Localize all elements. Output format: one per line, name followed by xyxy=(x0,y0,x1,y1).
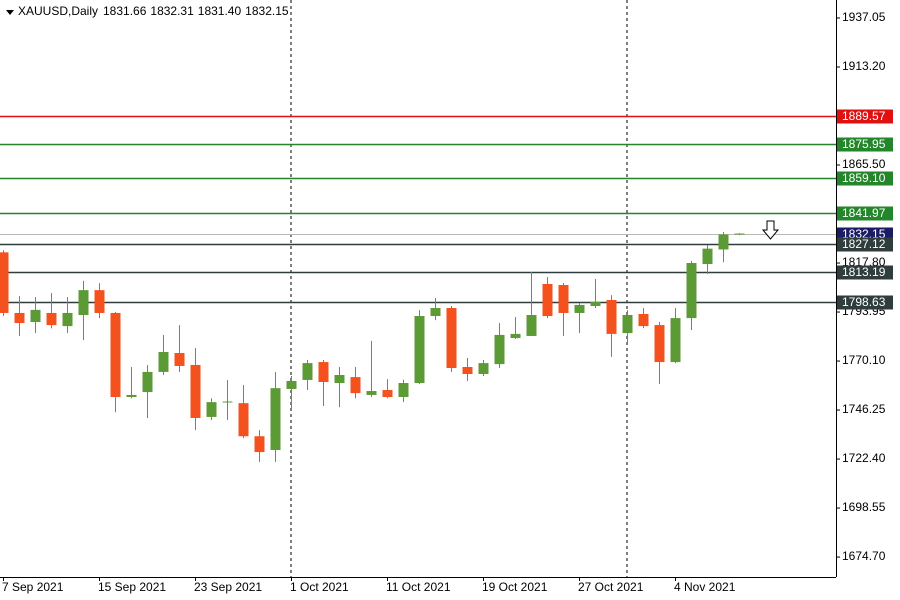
candle-body xyxy=(78,290,89,316)
candle-body xyxy=(350,377,361,394)
y-tick-label: 1937.05 xyxy=(842,10,886,24)
candle-body xyxy=(158,351,169,372)
x-tick-label: 19 Oct 2021 xyxy=(482,580,548,594)
level-label: 1875.95 xyxy=(842,137,886,151)
candle-body xyxy=(30,309,41,322)
candle-body xyxy=(542,283,553,317)
level-label: 1841.97 xyxy=(842,206,886,220)
candle-body xyxy=(414,316,425,384)
level-label-box xyxy=(837,109,893,124)
candle-body xyxy=(366,391,377,395)
candle-body xyxy=(62,312,73,327)
candle-body xyxy=(478,363,489,374)
x-tick-label: 7 Sep 2021 xyxy=(2,580,64,594)
candle-body xyxy=(606,300,617,334)
sell-arrow xyxy=(761,220,780,240)
level-label: 1813.19 xyxy=(842,265,886,279)
candle-body xyxy=(270,388,281,451)
level-label: 1827.12 xyxy=(842,237,886,251)
candle-body xyxy=(238,403,249,437)
x-tick-label: 1 Oct 2021 xyxy=(290,580,349,594)
candle-body xyxy=(590,301,601,306)
candle-body xyxy=(46,312,57,326)
candle-body xyxy=(574,304,585,313)
y-tick-label: 1722.40 xyxy=(842,451,886,465)
x-tick-label: 15 Sep 2021 xyxy=(98,580,166,594)
x-tick-label: 4 Nov 2021 xyxy=(674,580,736,594)
level-label: 1859.10 xyxy=(842,171,886,185)
candle-body xyxy=(174,353,185,366)
candle-body xyxy=(206,402,217,417)
candle-body xyxy=(334,375,345,384)
symbol-menu-icon[interactable] xyxy=(6,10,14,15)
candles xyxy=(0,231,745,462)
candle-body xyxy=(14,312,25,324)
axis-labels: 1937.051913.201865.501817.801793.951770.… xyxy=(2,10,893,594)
candle-body xyxy=(318,362,329,382)
candle-body xyxy=(494,334,505,365)
candle-body xyxy=(638,313,649,327)
candle-body xyxy=(622,315,633,334)
y-tick-label: 1746.25 xyxy=(842,402,886,416)
level-label: 1889.57 xyxy=(842,109,886,123)
level-label-box xyxy=(837,206,893,221)
level-label-box xyxy=(837,137,893,152)
candle-body xyxy=(718,234,729,250)
ohlc-value: 1832.31 xyxy=(150,4,194,18)
candle-body xyxy=(462,366,473,374)
levels xyxy=(0,115,836,304)
candle-body xyxy=(654,325,665,363)
level-label-box xyxy=(837,295,893,310)
candle-body xyxy=(526,315,537,336)
ohlc-value: 1832.15 xyxy=(245,4,289,18)
candle-body xyxy=(190,364,201,418)
candle-body xyxy=(734,233,745,235)
y-tick-label: 1698.55 xyxy=(842,500,886,514)
level-label-box xyxy=(837,171,893,186)
candle-body xyxy=(110,312,121,397)
y-tick-label: 1865.50 xyxy=(842,157,886,171)
candle-body xyxy=(430,308,441,317)
candle-body xyxy=(670,318,681,363)
ohlc-value: 1831.40 xyxy=(198,4,242,18)
candle-body xyxy=(126,394,137,397)
candle-body xyxy=(382,390,393,397)
x-tick-label: 27 Oct 2021 xyxy=(578,580,644,594)
chart-title: XAUUSD,Daily xyxy=(18,4,98,18)
x-tick-label: 11 Oct 2021 xyxy=(386,580,451,594)
candle-body xyxy=(254,436,265,453)
level-label-box xyxy=(837,237,893,252)
candle-body xyxy=(142,371,153,393)
x-tick-label: 23 Sep 2021 xyxy=(194,580,262,594)
y-tick-label: 1913.20 xyxy=(842,59,886,73)
y-tick-label: 1674.70 xyxy=(842,549,886,563)
candle-body xyxy=(0,252,9,313)
candle-body xyxy=(286,380,297,389)
ohlc-value: 1831.66 xyxy=(103,4,147,18)
level-label-box xyxy=(837,265,893,280)
candle-body xyxy=(94,290,105,313)
candle-body xyxy=(446,308,457,369)
ohlc-header: 1831.66 1832.31 1831.40 1832.15 xyxy=(103,4,289,18)
candle-body xyxy=(222,401,233,403)
candle-body xyxy=(510,333,521,339)
level-label: 1798.63 xyxy=(842,295,886,309)
candle-body xyxy=(558,285,569,313)
candle-body xyxy=(702,248,713,265)
y-tick-label: 1770.10 xyxy=(842,353,886,367)
candle-body xyxy=(686,263,697,319)
candle-body xyxy=(398,383,409,397)
candle-body xyxy=(302,363,313,380)
